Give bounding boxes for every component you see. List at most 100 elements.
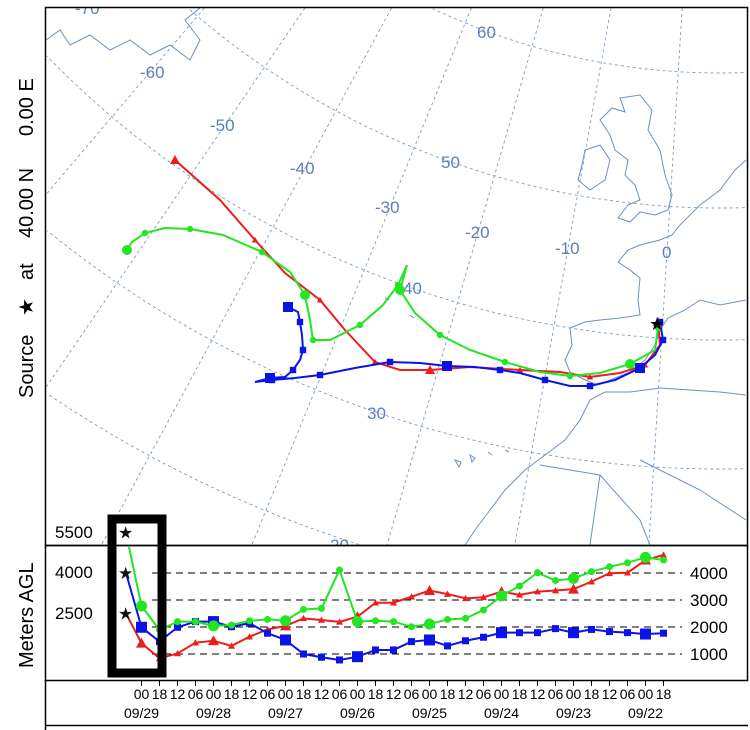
triangle-marker (568, 583, 579, 594)
longitude-label: -10 (555, 239, 580, 258)
hour-label: 18 (656, 686, 672, 702)
hour-label: 18 (512, 686, 528, 702)
square-marker (496, 627, 507, 639)
longitude-label: -70 (75, 0, 100, 18)
coast-greenland (46, 8, 201, 61)
square-marker (136, 621, 147, 633)
square-marker (552, 625, 559, 633)
blue-trajectory (254, 302, 667, 390)
triangle-marker (208, 635, 219, 646)
meridian-line (46, 8, 306, 388)
square-marker (660, 629, 667, 637)
square-marker (534, 629, 541, 637)
blue-height-series (125, 572, 667, 664)
square-marker (586, 382, 594, 390)
meridian-line (251, 8, 472, 545)
circle-marker (372, 617, 379, 625)
date-label: 09/23 (556, 705, 591, 721)
hour-label: 18 (440, 686, 456, 702)
meridian-line (386, 8, 544, 545)
hour-label: 06 (260, 686, 276, 702)
map-frame (44, 6, 749, 547)
square-marker (299, 346, 307, 354)
square-marker (300, 650, 307, 658)
hour-label: 12 (170, 686, 186, 702)
source-star-icon: ★ (649, 314, 665, 334)
triangle-marker (425, 365, 435, 374)
triangle-marker (534, 588, 541, 595)
square-marker (656, 318, 664, 326)
triangle-marker (588, 578, 595, 585)
triangle-marker (192, 639, 199, 646)
date-label: 09/28 (196, 705, 231, 721)
date-label: 09/27 (268, 705, 303, 721)
circle-marker (606, 563, 613, 571)
hour-label: 12 (458, 686, 474, 702)
circle-marker (552, 577, 559, 585)
circle-marker (501, 358, 509, 366)
circle-marker (395, 285, 405, 295)
latitude-label: 30 (367, 404, 386, 423)
triangle-marker (390, 599, 397, 606)
longitude-label: -60 (140, 63, 165, 82)
square-marker (390, 646, 397, 654)
circle-marker (462, 614, 469, 622)
triangle-marker (408, 593, 415, 600)
hour-label: 06 (548, 686, 564, 702)
hour-label: 00 (422, 686, 438, 702)
square-marker (640, 628, 651, 640)
green-trajectory-line (126, 226, 659, 378)
hour-label: 18 (296, 686, 312, 702)
circle-marker (588, 568, 595, 576)
hour-label: 12 (386, 686, 402, 702)
blue-trajectory-line (254, 306, 665, 387)
parallel-line (47, 230, 744, 470)
triangle-marker (516, 366, 524, 373)
square-marker (635, 363, 645, 373)
source-stars: ★ ★ ★ (118, 524, 133, 624)
triangle-marker (316, 296, 324, 303)
triangle-marker (372, 599, 379, 606)
square-marker (386, 358, 394, 366)
meridian-line (100, 8, 392, 545)
source-latitude: 40.00 N (16, 168, 38, 238)
parallel-line (48, 394, 360, 545)
parallel-line (432, 8, 744, 74)
meridian-line (46, 8, 205, 195)
square-marker (606, 628, 613, 636)
circle-marker (309, 336, 317, 344)
triangle-marker (174, 649, 181, 657)
square-marker (264, 629, 271, 637)
circle-marker (625, 359, 635, 369)
date-label: 09/29 (124, 705, 159, 721)
circle-marker (122, 245, 132, 255)
source-label: Source ★ at 40.00 N 0.00 E (16, 78, 38, 398)
right-tick-4000: 4000 (690, 564, 728, 583)
map-area: -70 -60 -50 -40 -30 -20 -10 0 60 50 40 30 20 ★ (46, 0, 746, 555)
height-gridlines (152, 572, 682, 655)
triangle-marker (170, 155, 180, 164)
circle-marker (264, 615, 271, 623)
longitude-label: -30 (375, 198, 400, 217)
square-marker (424, 634, 435, 646)
square-marker (318, 653, 325, 661)
circle-marker (136, 600, 147, 612)
latitude-label: 20 (330, 536, 349, 555)
trajectories: ★ (122, 155, 667, 390)
square-marker (336, 656, 343, 664)
hour-label: 06 (404, 686, 420, 702)
triangle-marker (552, 587, 559, 594)
hour-label: 00 (566, 686, 582, 702)
coast-islands (384, 297, 510, 469)
hour-label: 00 (134, 686, 150, 702)
graticule: -70 -60 -50 -40 -30 -20 -10 0 60 50 40 30 20 (46, 0, 745, 555)
circle-marker (336, 566, 343, 574)
square-marker (442, 361, 452, 371)
source-longitude: 0.00 E (16, 78, 38, 136)
triangle-marker (424, 585, 435, 595)
triangle-marker (228, 642, 235, 649)
hour-label: 00 (638, 686, 654, 702)
circle-marker (408, 623, 415, 631)
green-trajectory (122, 225, 662, 380)
hour-label: 18 (152, 686, 168, 702)
